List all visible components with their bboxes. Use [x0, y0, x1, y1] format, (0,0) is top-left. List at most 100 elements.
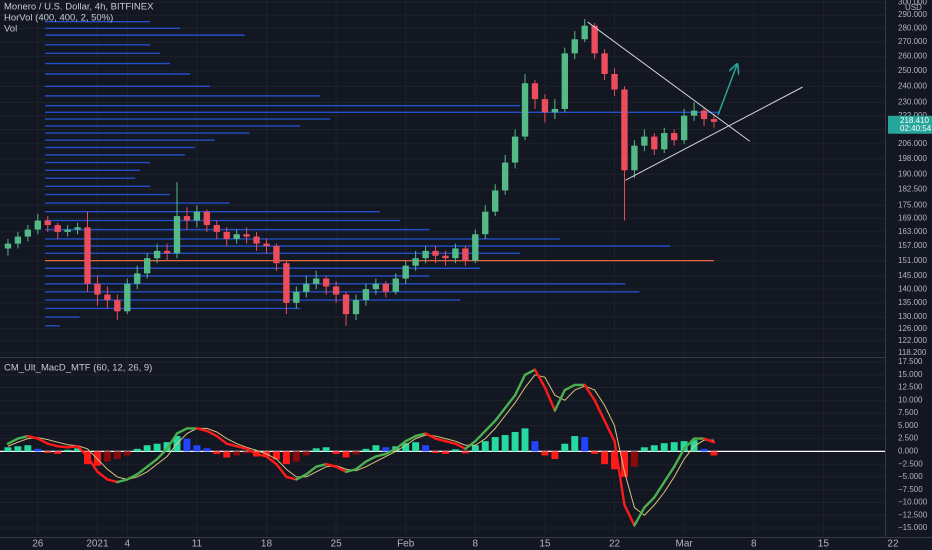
y-tick-label: 157.000: [898, 241, 927, 250]
macd-segment: [126, 473, 139, 481]
histogram-bar: [660, 443, 668, 452]
candle-body: [352, 300, 360, 315]
macd-segment: [643, 496, 656, 509]
candle-body: [571, 39, 578, 54]
macd-segment: [116, 478, 129, 484]
x-tick-label: 11: [192, 539, 203, 550]
candle-body: [24, 229, 32, 237]
candle-body: [690, 110, 698, 116]
macd-segment: [663, 465, 676, 484]
histogram-bar: [113, 451, 121, 460]
histogram-bar: [332, 451, 340, 454]
y-tick-label: 126.000: [898, 324, 927, 333]
candle-body: [412, 258, 419, 266]
histogram-bar: [143, 445, 151, 452]
macd-segment: [275, 462, 288, 479]
histogram-bar: [342, 451, 350, 458]
x-tick-label: 2021: [86, 539, 109, 550]
candle-body: [621, 89, 628, 171]
macd-segment: [26, 434, 39, 440]
candle-body: [163, 250, 171, 254]
candle-body: [680, 115, 688, 141]
candle-body: [253, 236, 260, 244]
x-tick-label: 15: [818, 539, 830, 550]
x-tick-label: Feb: [397, 539, 415, 550]
chart-title: Monero / U.S. Dollar, 4h, BITFINEX: [4, 2, 154, 13]
candle-body: [124, 283, 131, 312]
x-tick-label: 8: [751, 539, 757, 550]
macd-segment: [155, 447, 169, 461]
x-tick-label: 22: [887, 539, 899, 550]
macd-segment: [205, 429, 218, 438]
macd-segment: [414, 432, 427, 438]
y-tick-label: 169.000: [898, 213, 927, 222]
macd-segment: [603, 419, 616, 443]
y-tick-label: −5.000: [898, 472, 923, 481]
macd-segment: [464, 439, 477, 451]
candle-body: [581, 25, 588, 40]
histogram-bar: [34, 448, 42, 452]
histogram-bar: [531, 441, 539, 452]
histogram-bar: [193, 445, 201, 452]
histogram-bar: [402, 443, 410, 452]
macd-segment: [295, 473, 308, 481]
histogram-bar: [601, 451, 609, 465]
macd-segment: [543, 386, 557, 412]
candle-body: [462, 248, 469, 261]
candle-body: [531, 83, 539, 100]
macd-segment: [235, 445, 248, 451]
candle-body: [44, 220, 51, 226]
y-tick-label: 230.000: [898, 97, 927, 106]
y-tick-label: 0.000: [898, 446, 919, 455]
histogram-bar: [54, 451, 62, 454]
histogram-bar: [382, 447, 390, 452]
macd-segment: [36, 437, 49, 445]
histogram-bar: [103, 451, 111, 462]
indicator-label: HorVol (400, 400, 2, 50%): [4, 13, 113, 24]
candle-body: [213, 225, 220, 232]
histogram-bar: [243, 451, 251, 454]
macd-segment: [613, 439, 626, 507]
candle-body: [362, 289, 370, 301]
histogram-bar: [153, 443, 161, 452]
y-tick-label: 10.000: [898, 395, 923, 404]
macd-segment: [394, 439, 407, 451]
y-tick-label: 5.000: [898, 421, 919, 430]
histogram-bar: [630, 451, 638, 467]
macd-segment: [6, 437, 20, 445]
candle-body: [243, 234, 250, 237]
macd-segment: [255, 452, 268, 458]
candle-body: [511, 136, 519, 163]
y-tick-label: 290.000: [898, 10, 927, 19]
macd-segment: [96, 470, 109, 481]
currency-label: USD: [905, 3, 922, 12]
candle-body: [54, 225, 61, 232]
candle-body: [422, 250, 429, 259]
macd-segment: [702, 437, 716, 444]
histogram-bar: [620, 451, 628, 477]
y-tick-label: 240.000: [898, 81, 927, 90]
candle-body: [472, 234, 479, 261]
histogram-bar: [312, 448, 320, 452]
y-tick-label: −2.500: [898, 459, 923, 468]
macd-segment: [215, 434, 228, 445]
y-tick-label: 260.000: [898, 51, 927, 60]
macd-segment: [66, 445, 79, 449]
macd-segment: [285, 475, 298, 481]
candle-body: [313, 278, 320, 284]
indicator-label: Vol: [4, 24, 17, 35]
y-tick-label: −12.500: [898, 510, 928, 519]
y-tick-label: 163.000: [898, 227, 927, 236]
trend-line: [587, 21, 751, 142]
macd-segment: [444, 439, 457, 445]
macd-segment: [513, 373, 527, 397]
candle-body: [372, 283, 380, 290]
macd-segment: [364, 455, 378, 463]
histogram-bar: [521, 428, 529, 452]
candle-body: [293, 291, 300, 303]
histogram-bar: [4, 447, 12, 452]
histogram-bar: [14, 446, 22, 452]
candle-body: [631, 145, 638, 171]
histogram-bar: [442, 451, 449, 454]
candle-body: [432, 250, 439, 256]
